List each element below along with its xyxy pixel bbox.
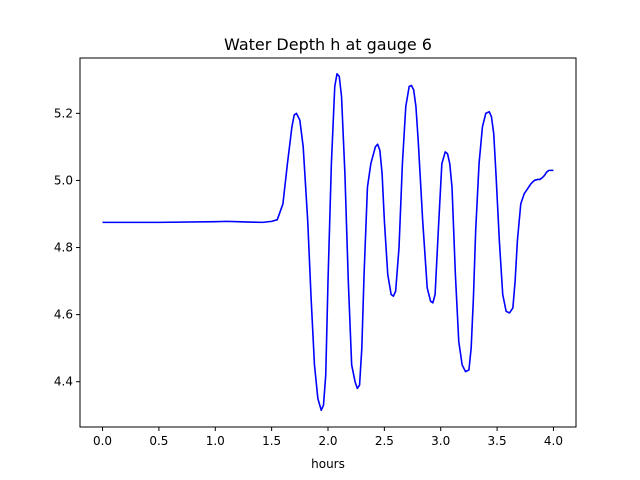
- x-tick-label: 3.5: [488, 434, 507, 448]
- x-tick-label: 2.5: [375, 434, 394, 448]
- plot-area: [79, 57, 577, 428]
- x-tick-label: 2.0: [318, 434, 337, 448]
- axes-frame: [79, 57, 577, 428]
- y-tick-label: 4.4: [54, 375, 73, 389]
- x-axis-ticks: 0.0 0.5 1.0 1.5 2.0 2.5 3.0 3.5 4.0: [93, 427, 563, 448]
- y-axis-ticks: 4.4 4.6 4.8 5.0 5.2: [54, 106, 80, 389]
- y-tick-label: 4.6: [54, 308, 73, 322]
- y-tick-label: 4.8: [54, 241, 73, 255]
- y-tick-label: 5.0: [54, 173, 73, 187]
- series-line-1: [102, 72, 554, 412]
- x-tick-label: 3.0: [431, 434, 450, 448]
- x-axis-label: hours: [311, 457, 345, 471]
- y-tick-label: 5.2: [54, 106, 73, 120]
- x-tick-label: 0.5: [149, 434, 168, 448]
- x-tick-label: 4.0: [544, 434, 563, 448]
- x-tick-label: 0.0: [93, 434, 112, 448]
- x-tick-label: 1.5: [262, 434, 281, 448]
- x-tick-label: 1.0: [206, 434, 225, 448]
- chart-title: Water Depth h at gauge 6: [224, 35, 432, 54]
